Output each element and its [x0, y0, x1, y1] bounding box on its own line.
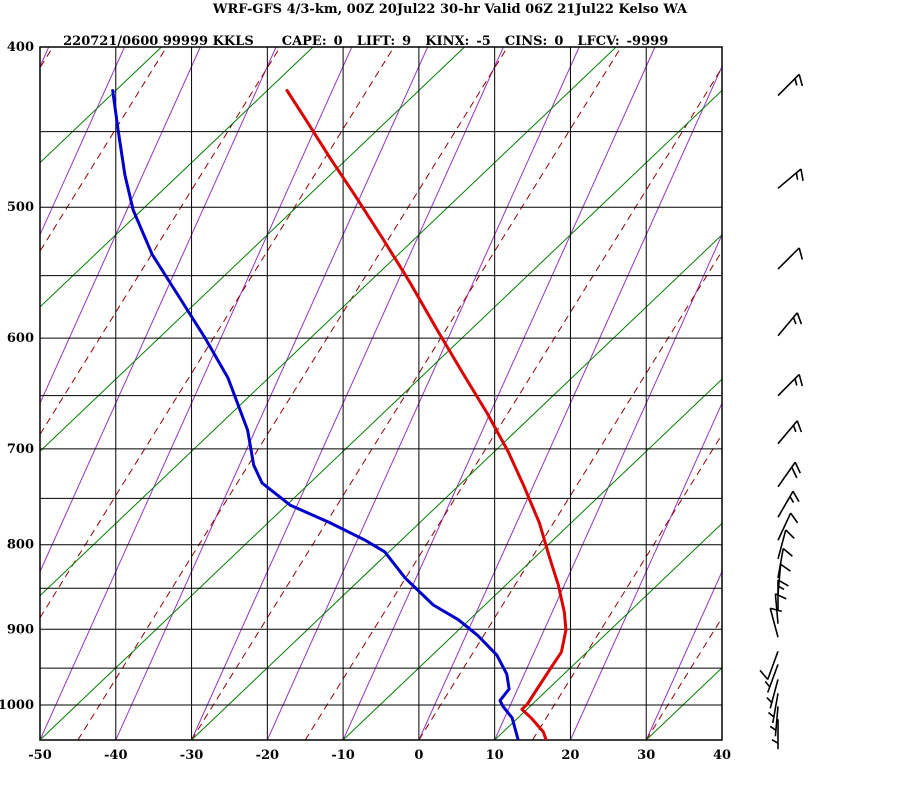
svg-text:40: 40: [713, 748, 731, 763]
index-value: -9999: [626, 34, 669, 49]
isotherms-lines: [40, 47, 722, 740]
svg-text:900: 900: [7, 622, 34, 637]
dry-adiabats-lines: [40, 47, 722, 740]
svg-text:-20: -20: [256, 748, 280, 763]
svg-text:-50: -50: [28, 748, 52, 763]
index-label: CAPE:: [281, 34, 327, 49]
indices: CAPE: 0 LIFT: 9 KINX: -5 CINS: 0 LFCV: -9999: [254, 34, 669, 49]
index-value: 0: [554, 34, 564, 49]
index-value: 9: [402, 34, 412, 49]
svg-text:500: 500: [7, 200, 34, 215]
svg-text:400: 400: [7, 40, 34, 55]
index-label: LIFT:: [356, 34, 396, 49]
chart-title: WRF-GFS 4/3-km, 00Z 20Jul22 30-hr Valid …: [212, 2, 688, 17]
index-label: CINS:: [504, 34, 548, 49]
dewpoint-curve: [111, 89, 520, 740]
svg-text:-40: -40: [104, 748, 128, 763]
index-value: 0: [333, 34, 343, 49]
station-line: 220721/0600 99999 KKLS CAPE: 0 LIFT: 9 KINX: -…: [45, 19, 668, 64]
x-axis-labels: -50 -40 -30 -20 -10 0 10 20 30 40: [28, 748, 731, 763]
wind-barbs: [759, 73, 804, 750]
index-value: -5: [476, 34, 491, 49]
svg-text:700: 700: [7, 442, 34, 457]
moist-adiabats-lines: [40, 47, 722, 740]
svg-text:1000: 1000: [0, 698, 34, 713]
plot-frame: [39, 46, 723, 741]
station-id: 220721/0600 99999 KKLS: [63, 34, 254, 49]
svg-text:20: 20: [561, 748, 579, 763]
svg-text:10: 10: [486, 748, 504, 763]
temperature-curve: [285, 89, 568, 740]
svg-text:800: 800: [7, 538, 34, 553]
index-label: LFCV:: [577, 34, 620, 49]
svg-text:-30: -30: [180, 748, 204, 763]
svg-text:600: 600: [7, 331, 34, 346]
svg-text:0: 0: [414, 748, 423, 763]
svg-text:-10: -10: [331, 748, 355, 763]
index-label: KINX:: [425, 34, 470, 49]
svg-text:30: 30: [637, 748, 655, 763]
y-axis-labels: 400 500 600 700 800 900 1000: [0, 40, 34, 713]
